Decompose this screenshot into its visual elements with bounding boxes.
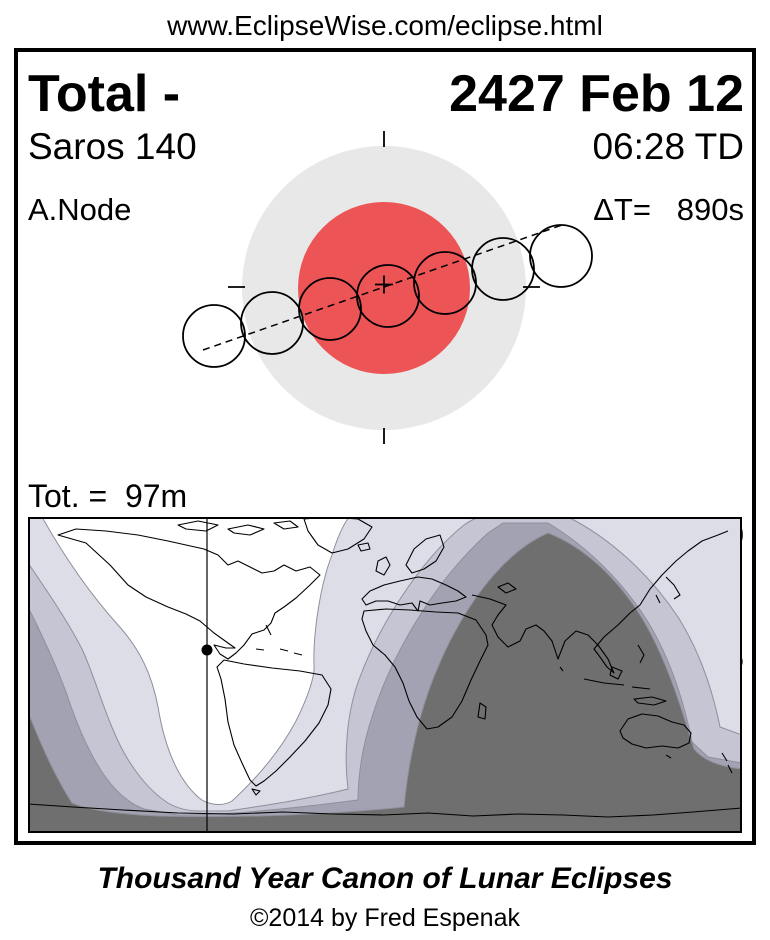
- africa-coast: [361, 608, 489, 730]
- totality-duration: Tot. = 97m: [28, 478, 188, 514]
- header-url: www.EclipseWise.com/eclipse.html: [167, 10, 603, 41]
- footer-copyright: ©2014 by Fred Espenak: [250, 904, 520, 932]
- node-label: A.Node: [28, 192, 132, 227]
- antarctica-coast: [28, 803, 742, 818]
- saros-label: Saros 140: [28, 126, 197, 167]
- caribbean-islands: [255, 624, 303, 656]
- europe-coast: [357, 534, 467, 612]
- visible-region-white: [41, 517, 350, 805]
- visibility-map: [28, 517, 742, 833]
- coastlines: [28, 517, 742, 818]
- delta-t-label: ΔT= 890s: [593, 192, 744, 227]
- south-america-coast: [216, 659, 332, 796]
- eclipse-date: 2427 Feb 12: [449, 65, 744, 123]
- footer-title: Thousand Year Canon of Lunar Eclipses: [97, 862, 673, 895]
- north-america-coast: [57, 528, 321, 660]
- map-border: [28, 517, 742, 833]
- band-dark-no-eclipse: [28, 532, 742, 833]
- sub-lunar-point-dot: [201, 644, 213, 656]
- asia-coast: [471, 530, 729, 706]
- time-label: 06:28 TD: [592, 126, 744, 167]
- australia-coast: [619, 713, 733, 774]
- eclipse-type: Total -: [28, 65, 181, 123]
- arctic-islands: [177, 520, 299, 536]
